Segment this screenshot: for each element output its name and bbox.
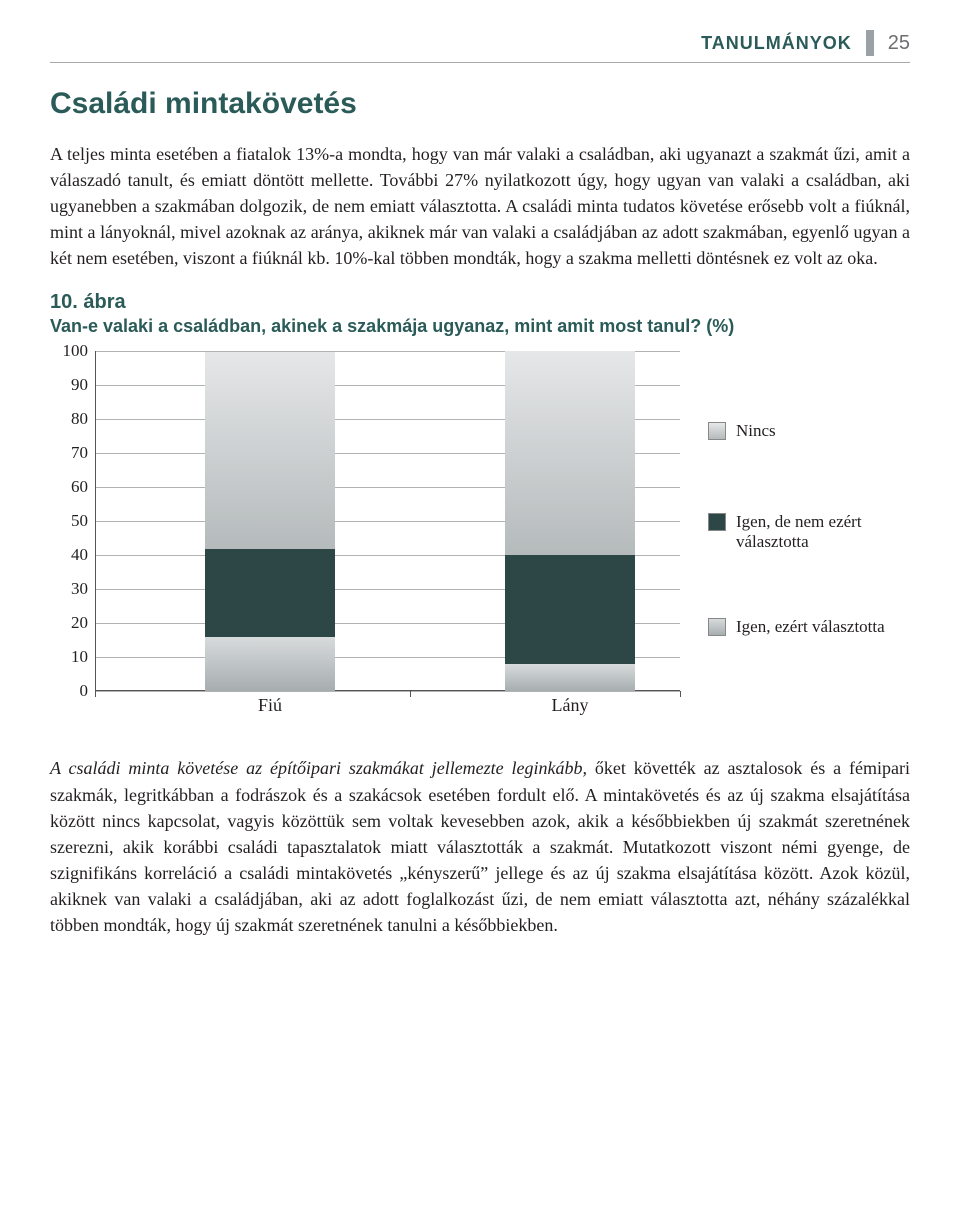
stacked-bar-chart: 0102030405060708090100FiúLány xyxy=(50,351,680,721)
paragraph-intro: A teljes minta esetében a fiatalok 13%-a… xyxy=(50,141,910,271)
header-page-number: 25 xyxy=(888,32,910,55)
legend-swatch-igen-de-nem xyxy=(708,513,726,531)
legend-label: Nincs xyxy=(736,421,776,441)
legend-item-nincs: Nincs xyxy=(708,421,910,441)
bar-fiú xyxy=(205,352,335,692)
x-axis-tick xyxy=(410,691,411,697)
y-tick-label: 30 xyxy=(48,579,88,599)
legend-label: Igen, ezért választotta xyxy=(736,617,885,637)
y-tick-label: 0 xyxy=(48,681,88,701)
y-tick-label: 80 xyxy=(48,409,88,429)
figure-number: 10. ábra xyxy=(50,291,910,314)
y-tick-label: 40 xyxy=(48,545,88,565)
header-section-label: TANULMÁNYOK xyxy=(701,33,852,54)
section-title: Családi mintakövetés xyxy=(50,87,910,121)
y-tick-label: 100 xyxy=(48,341,88,361)
chart-legend: Nincs Igen, de nem ezért választotta Ige… xyxy=(680,351,910,721)
bar-seg-igen-ezert xyxy=(505,664,635,691)
bar-seg-igen-ezert xyxy=(205,637,335,691)
legend-item-igen-de-nem: Igen, de nem ezért választotta xyxy=(708,512,910,553)
legend-label: Igen, de nem ezért választotta xyxy=(736,512,910,553)
bar-seg-igen-de-nem xyxy=(505,555,635,664)
x-tick-label: Lány xyxy=(505,695,635,716)
figure-caption: Van-e valaki a családban, akinek a szakm… xyxy=(50,316,910,337)
bar-lány xyxy=(505,351,635,691)
header-divider-bar xyxy=(866,30,874,56)
bar-seg-igen-de-nem xyxy=(205,549,335,637)
paragraph-conclusion: A családi minta követése az építőipari s… xyxy=(50,755,910,938)
legend-swatch-nincs xyxy=(708,422,726,440)
y-tick-label: 90 xyxy=(48,375,88,395)
legend-item-igen-ezert: Igen, ezért választotta xyxy=(708,617,910,637)
legend-swatch-igen-ezert xyxy=(708,618,726,636)
y-tick-label: 60 xyxy=(48,477,88,497)
page-header: TANULMÁNYOK 25 xyxy=(50,30,910,63)
y-tick-label: 50 xyxy=(48,511,88,531)
y-tick-label: 20 xyxy=(48,613,88,633)
x-axis-tick xyxy=(680,691,681,697)
bar-seg-nincs xyxy=(505,351,635,555)
emphasis-text: A családi minta követése az építőipari s… xyxy=(50,758,587,778)
x-tick-label: Fiú xyxy=(205,695,335,716)
x-axis-tick xyxy=(95,691,96,697)
gridline xyxy=(96,691,680,692)
chart-and-legend: 0102030405060708090100FiúLány Nincs Igen… xyxy=(50,351,910,721)
y-tick-label: 70 xyxy=(48,443,88,463)
bar-seg-nincs xyxy=(205,352,335,549)
y-tick-label: 10 xyxy=(48,647,88,667)
